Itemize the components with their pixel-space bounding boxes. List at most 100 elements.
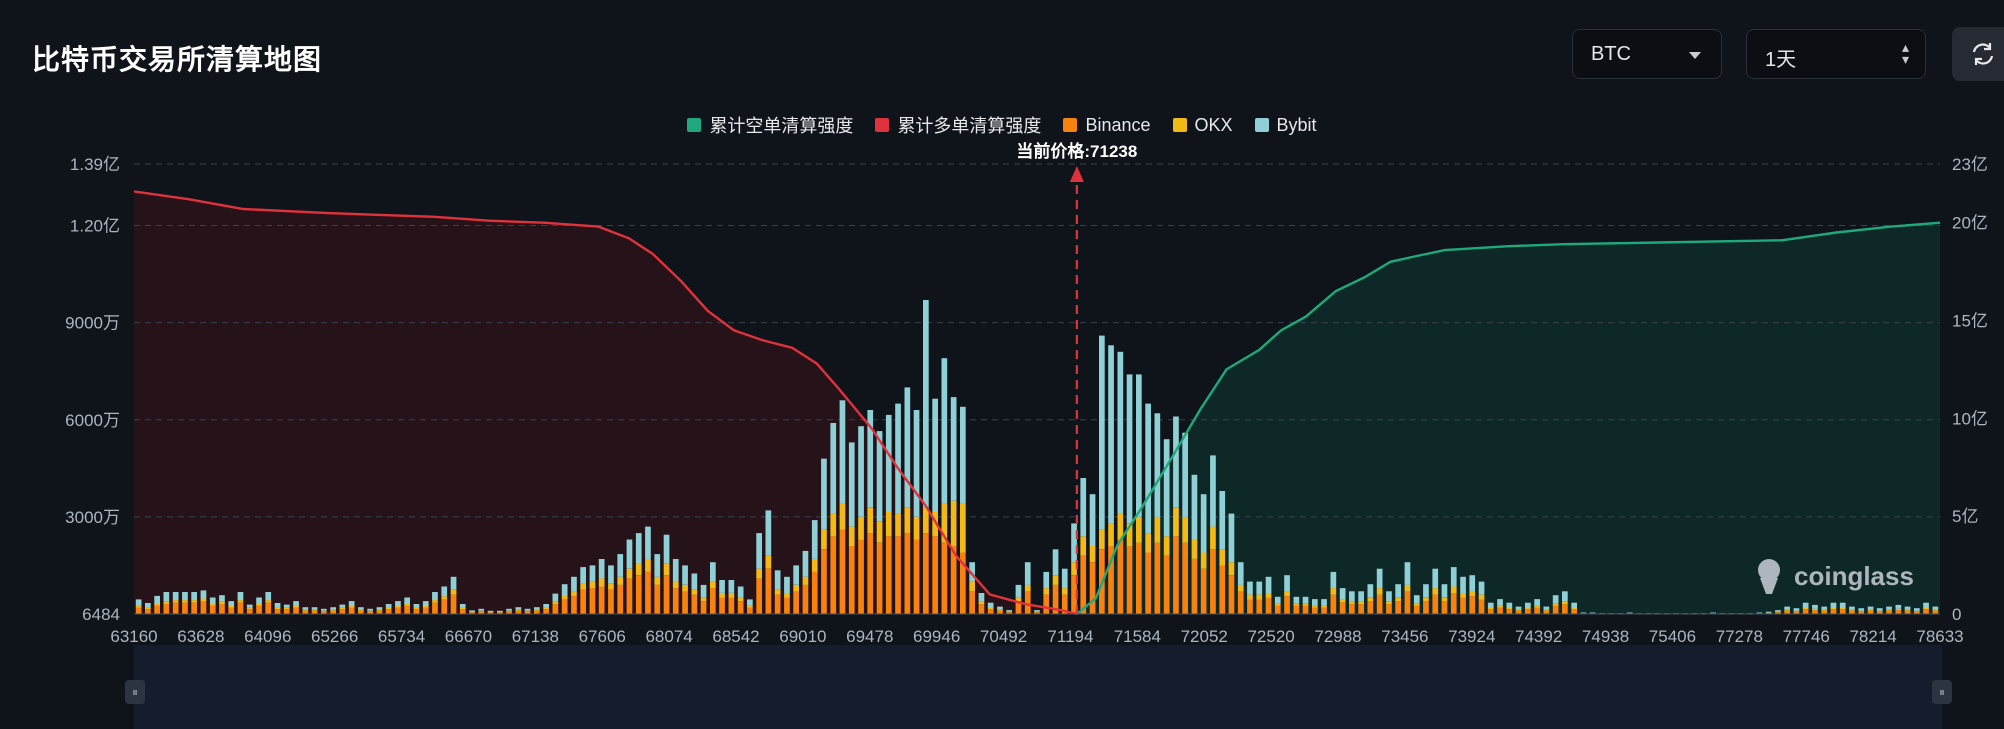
bar-bybit [1812, 604, 1818, 609]
x-tick-label: 65734 [378, 627, 425, 646]
range-brush[interactable] [134, 645, 1942, 729]
bar-okx [1904, 609, 1911, 611]
bar-binance [645, 571, 651, 614]
bar-okx [1886, 609, 1892, 611]
bar-binance [1228, 575, 1235, 614]
bar-bybit [1015, 584, 1022, 598]
bar-okx [1034, 611, 1040, 613]
bar-bybit [848, 442, 855, 527]
bar-binance [1904, 610, 1911, 614]
bar-okx [1006, 611, 1012, 613]
legend-swatch [687, 118, 702, 132]
bar-okx [1330, 588, 1337, 595]
bar-bybit [515, 607, 522, 610]
bar-okx [1876, 610, 1883, 612]
bar-bybit [904, 387, 911, 508]
bar-bybit [1450, 567, 1457, 587]
bar-binance [1274, 605, 1281, 614]
bar-binance [1302, 605, 1309, 614]
bar-binance [765, 568, 772, 614]
bar-binance [1117, 539, 1124, 614]
bar-bybit [1562, 591, 1568, 601]
bar-okx [1497, 605, 1503, 608]
bar-bybit [534, 607, 540, 610]
refresh-button[interactable] [1952, 27, 2004, 81]
bar-bybit [784, 576, 790, 593]
symbol-select[interactable]: BTC [1572, 29, 1722, 79]
legend-short-cum[interactable]: 累计空单清算强度 [687, 112, 853, 138]
legend-binance[interactable]: Binance [1063, 112, 1151, 138]
y-right-tick-label: 20亿 [1952, 214, 1988, 233]
chevron-down-icon [1689, 52, 1701, 59]
bar-bybit [876, 431, 883, 522]
bar-bybit [348, 601, 355, 606]
bar-okx [1441, 597, 1448, 602]
bar-binance [904, 533, 911, 614]
brush-handle-right[interactable]: ⏸ [1932, 680, 1952, 704]
bar-okx [376, 609, 383, 611]
bar-okx [571, 591, 577, 597]
bar-bybit [1914, 608, 1920, 611]
bar-bybit [1469, 575, 1476, 592]
bar-binance [654, 584, 661, 614]
bar-okx [1182, 516, 1188, 543]
x-tick-label: 69010 [779, 627, 826, 646]
bar-okx [1210, 526, 1216, 550]
bar-bybit [1525, 602, 1531, 608]
bar-bybit [1830, 602, 1837, 608]
symbol-select-value: BTC [1591, 43, 1631, 65]
bar-okx [534, 609, 540, 611]
bar-bybit [330, 607, 336, 610]
bar-okx [978, 601, 985, 605]
bar-binance [422, 607, 429, 614]
bar-okx [737, 597, 744, 601]
bar-okx [876, 521, 883, 543]
current-price-label: 当前价格:71238 [1016, 141, 1137, 161]
bar-binance [867, 533, 874, 614]
y-right-tick-label: 0 [1952, 605, 1961, 624]
bar-okx [561, 595, 568, 600]
bar-bybit [1571, 602, 1577, 608]
chart-legend: 累计空单清算强度 累计多单清算强度 Binance OKX Bybit [0, 112, 2004, 138]
legend-okx[interactable]: OKX [1172, 112, 1233, 138]
bar-bybit [1386, 591, 1392, 601]
y-left-tick-label: 3000万 [65, 508, 120, 527]
bar-okx [1154, 516, 1161, 543]
bar-okx [1543, 609, 1550, 611]
bar-okx [1339, 599, 1346, 603]
bar-okx [904, 507, 911, 534]
bar-binance [191, 602, 197, 614]
bar-bybit [1432, 568, 1439, 589]
bar-binance [1256, 599, 1263, 614]
bar-binance [413, 609, 420, 614]
legend-long-cum[interactable]: 累计多单清算强度 [875, 112, 1041, 138]
bar-okx [941, 503, 948, 543]
bar-bybit [1358, 591, 1364, 601]
bar-bybit [756, 533, 762, 569]
bar-okx [330, 609, 336, 611]
bar-bybit [274, 603, 281, 608]
bar-binance [1775, 612, 1781, 614]
bar-binance [960, 552, 966, 614]
time-range-select[interactable]: 1天 ▴ ▾ [1746, 29, 1926, 79]
bar-okx [765, 555, 772, 569]
bar-bybit [172, 592, 179, 601]
bar-bybit [1775, 610, 1781, 612]
bar-bybit [293, 601, 299, 606]
legend-bybit[interactable]: Bybit [1254, 112, 1317, 138]
bar-okx [1478, 594, 1485, 600]
bar-binance [719, 597, 725, 614]
bar-binance [1543, 610, 1550, 614]
axes: 6484 3000万 6000万 9000万 1.20亿 1.39亿 0 5亿 10亿 15亿 20… [65, 155, 1988, 646]
bar-bybit [645, 526, 651, 559]
bar-bybit [950, 397, 957, 501]
bar-bybit [719, 580, 725, 593]
bar-okx [543, 607, 549, 610]
bar-okx [1571, 607, 1577, 610]
bar-binance [219, 604, 225, 614]
bar-bybit [1552, 595, 1559, 604]
bar-bybit [589, 565, 596, 582]
bar-binance [283, 609, 290, 614]
brush-handle-left[interactable]: ⏸ [125, 680, 145, 704]
current-price-marker: 当前价格:71238 [1016, 141, 1137, 614]
